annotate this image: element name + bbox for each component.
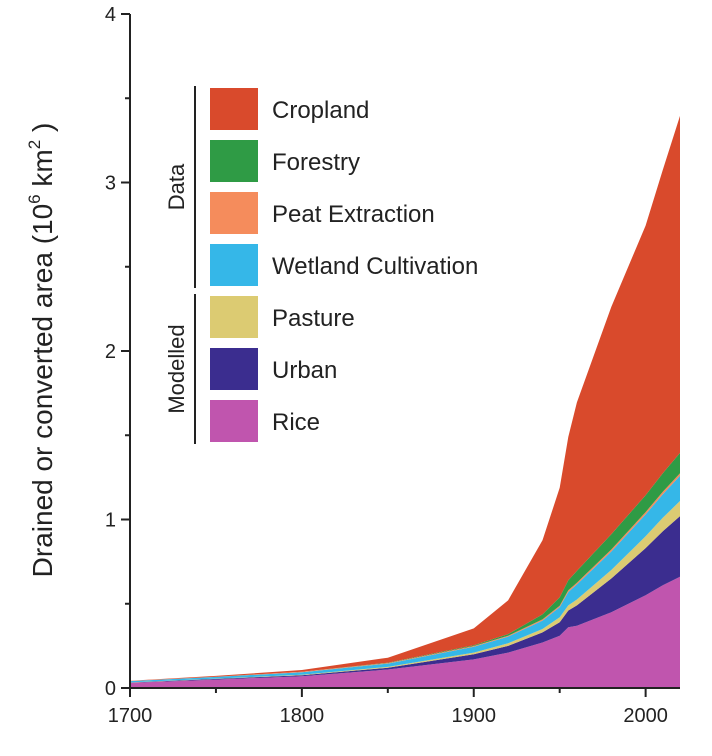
- x-tick-label-1900: 1900: [452, 705, 497, 727]
- y-tick-label-4: 4: [105, 4, 116, 26]
- legend-swatch-rice: [210, 400, 258, 442]
- y-tick-label-3: 3: [105, 173, 116, 195]
- legend-group-label-data: Data: [164, 163, 189, 210]
- legend-swatch-urban: [210, 348, 258, 390]
- legend-swatch-peat-extraction: [210, 192, 258, 234]
- legend: Cropland Forestry Peat Extraction Wetland C…: [164, 86, 478, 444]
- y-tick-label-2: 2: [105, 341, 116, 363]
- y-tick-label-0: 0: [105, 678, 116, 700]
- areas-layer: [130, 115, 680, 688]
- legend-swatch-pasture: [210, 296, 258, 338]
- legend-label-pasture: Pasture: [272, 305, 355, 332]
- y-axis-title: Drained or converted area (106 km2 ): [25, 123, 58, 578]
- x-tick-label-1800: 1800: [280, 705, 325, 727]
- ticks-layer: 0 1 2 3 4 1700 1800 1900 2000: [105, 4, 668, 727]
- legend-label-urban: Urban: [272, 357, 337, 384]
- legend-group-label-modelled: Modelled: [164, 324, 189, 413]
- legend-swatch-forestry: [210, 140, 258, 182]
- legend-swatch-wetland-cultivation: [210, 244, 258, 286]
- legend-label-rice: Rice: [272, 409, 320, 436]
- x-tick-label-1700: 1700: [108, 705, 153, 727]
- area-urban: [130, 516, 680, 683]
- legend-label-peat-extraction: Peat Extraction: [272, 201, 435, 228]
- legend-label-cropland: Cropland: [272, 97, 369, 124]
- legend-label-forestry: Forestry: [272, 149, 360, 176]
- area-rice: [130, 576, 680, 688]
- x-tick-label-2000: 2000: [623, 705, 668, 727]
- y-tick-label-1: 1: [105, 510, 116, 532]
- legend-swatch-cropland: [210, 88, 258, 130]
- legend-label-wetland-cultivation: Wetland Cultivation: [272, 253, 478, 280]
